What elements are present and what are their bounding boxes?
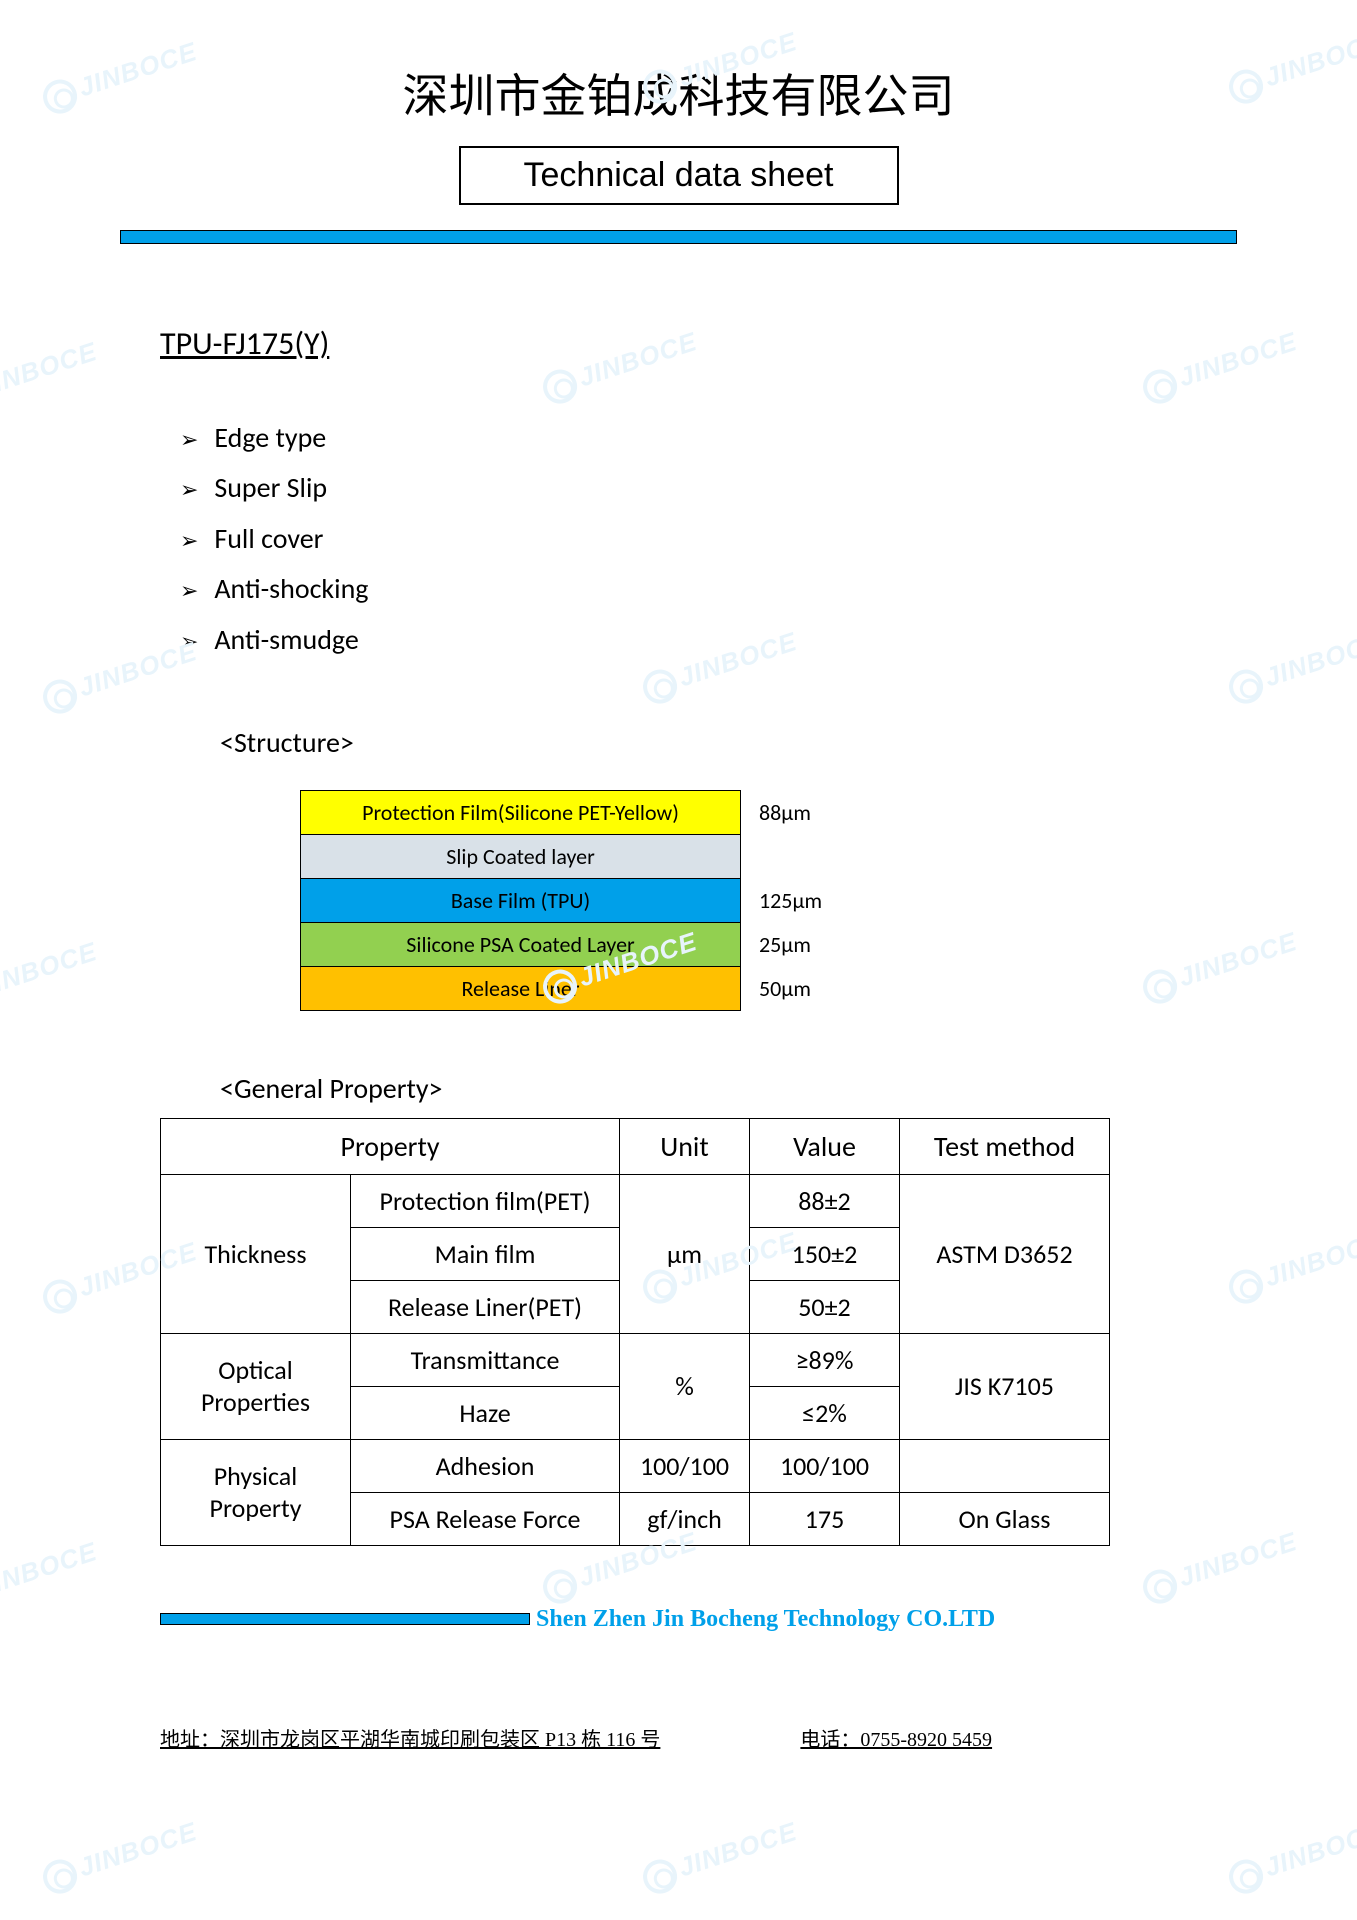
feature-item: ➢ Super Slip [180,463,1237,513]
layer-cell: Release Liner [301,966,741,1010]
prop-sub: Haze [351,1386,620,1439]
footer-bar [160,1613,530,1625]
prop-unit: 100/100 [620,1439,750,1492]
prop-unit: μm [620,1174,750,1333]
table-row: Optical Properties Transmittance % ≥89% … [161,1333,1110,1386]
structure-row: Silicone PSA Coated Layer 25μm [301,922,861,966]
feature-text: Anti-smudge [214,622,358,657]
prop-value: ≤2% [750,1386,900,1439]
layer-cell: Base Film (TPU) [301,878,741,922]
prop-value: 175 [750,1492,900,1545]
structure-row: Protection Film(Silicone PET-Yellow) 88μ… [301,790,861,834]
bullet-arrow-icon: ➢ [180,622,208,662]
prop-sub: Transmittance [351,1333,620,1386]
layer-thickness: 25μm [741,922,861,966]
feature-item: ➢ Full cover [180,514,1237,564]
bullet-arrow-icon: ➢ [180,571,208,611]
col-unit: Unit [620,1118,750,1174]
prop-value: ≥89% [750,1333,900,1386]
general-property-heading: <General Property> [220,1071,1237,1106]
prop-method: JIS K7105 [900,1333,1110,1439]
table-header-row: Property Unit Value Test method [161,1118,1110,1174]
col-property: Property [161,1118,620,1174]
structure-row: Slip Coated layer [301,834,861,878]
layer-thickness: 88μm [741,790,861,834]
prop-group: Physical Property [161,1439,351,1545]
structure-table: Protection Film(Silicone PET-Yellow) 88μ… [300,790,861,1011]
prop-sub: Main film [351,1227,620,1280]
feature-text: Super Slip [214,470,327,505]
prop-method: ASTM D3652 [900,1174,1110,1333]
structure-diagram: Protection Film(Silicone PET-Yellow) 88μ… [300,790,1237,1011]
layer-thickness: 50μm [741,966,861,1010]
prop-method [900,1439,1110,1492]
footer-address: 地址：深圳市龙岗区平湖华南城印刷包装区 P13 栋 116 号 [160,1723,660,1752]
layer-cell: Protection Film(Silicone PET-Yellow) [301,790,741,834]
watermark: JINBOCE [39,1816,202,1898]
prop-value: 88±2 [750,1174,900,1227]
feature-item: ➢ Edge type [180,413,1237,463]
bullet-arrow-icon: ➢ [180,470,208,510]
prop-sub: Release Liner(PET) [351,1280,620,1333]
layer-cell: Silicone PSA Coated Layer [301,922,741,966]
col-method: Test method [900,1118,1110,1174]
prop-sub: Protection film(PET) [351,1174,620,1227]
layer-cell: Slip Coated layer [301,834,741,878]
prop-group: Optical Properties [161,1333,351,1439]
layer-thickness: 125μm [741,878,861,922]
footer-banner: Shen Zhen Jin Bocheng Technology CO.LTD [160,1606,1237,1633]
prop-unit: gf/inch [620,1492,750,1545]
table-row: Physical Property Adhesion 100/100 100/1… [161,1439,1110,1492]
layer-thickness [741,834,861,878]
structure-row: Base Film (TPU) 125μm [301,878,861,922]
footer-phone: 电话：0755-8920 5459 [800,1723,992,1752]
product-code: TPU-FJ175(Y) [160,324,1237,363]
watermark: JINBOCE [639,1816,802,1898]
company-title-cn: 深圳市金铂成科技有限公司 [120,60,1237,126]
prop-value: 50±2 [750,1280,900,1333]
structure-heading: <Structure> [220,725,1237,760]
page: 深圳市金铂成科技有限公司 Technical data sheet TPU-FJ… [0,0,1357,1792]
prop-value: 150±2 [750,1227,900,1280]
feature-item: ➢ Anti-shocking [180,564,1237,614]
structure-row: Release Liner 50μm [301,966,861,1010]
footer-company-en: Shen Zhen Jin Bocheng Technology CO.LTD [536,1606,995,1633]
prop-group: Thickness [161,1174,351,1333]
feature-item: ➢ Anti-smudge [180,615,1237,665]
prop-method: On Glass [900,1492,1110,1545]
general-property-table: Property Unit Value Test method Thicknes… [160,1118,1110,1546]
prop-value: 100/100 [750,1439,900,1492]
prop-sub: PSA Release Force [351,1492,620,1545]
feature-text: Anti-shocking [214,571,368,606]
feature-text: Full cover [214,521,323,556]
prop-unit: % [620,1333,750,1439]
bullet-arrow-icon: ➢ [180,521,208,561]
feature-text: Edge type [214,420,326,455]
col-value: Value [750,1118,900,1174]
watermark: JINBOCE [1225,1816,1357,1898]
prop-sub: Adhesion [351,1439,620,1492]
footer-contact: 地址：深圳市龙岗区平湖华南城印刷包装区 P13 栋 116 号 电话：0755-… [160,1723,1237,1752]
doc-title: Technical data sheet [459,146,899,205]
bullet-arrow-icon: ➢ [180,420,208,460]
feature-list: ➢ Edge type ➢ Super Slip ➢ Full cover ➢ … [180,413,1237,665]
header-rule [120,230,1237,244]
table-row: Thickness Protection film(PET) μm 88±2 A… [161,1174,1110,1227]
